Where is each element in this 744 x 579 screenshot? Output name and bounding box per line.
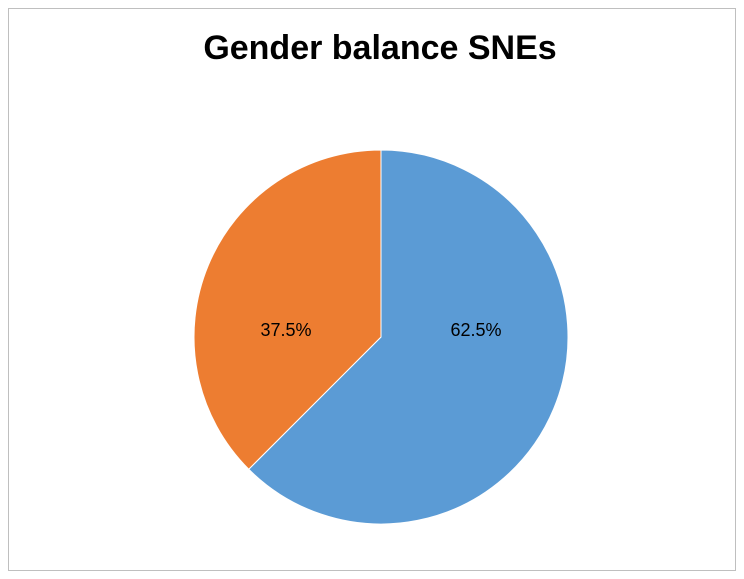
chart-title: Gender balance SNEs [203,29,556,67]
data-label: 62.5% [450,320,501,340]
pie-slice [193,149,382,470]
data-label: 37.5% [260,320,311,340]
pie-slice [248,149,569,525]
